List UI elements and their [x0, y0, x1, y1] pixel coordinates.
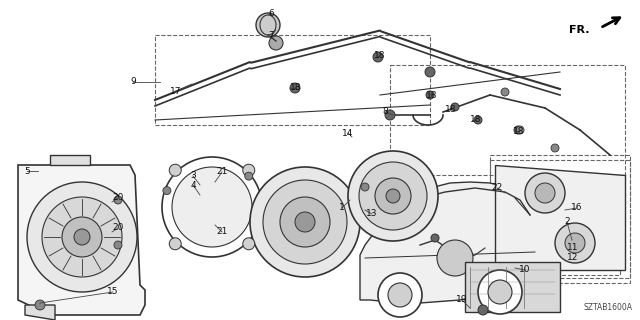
Circle shape: [555, 223, 595, 263]
Bar: [465, 262, 560, 312]
Polygon shape: [25, 305, 55, 320]
Text: 3: 3: [190, 172, 196, 180]
Circle shape: [163, 187, 171, 195]
Text: 17: 17: [170, 86, 182, 95]
Text: 19: 19: [456, 295, 468, 305]
Text: 6: 6: [268, 10, 274, 19]
Text: 20: 20: [112, 223, 124, 233]
Circle shape: [172, 167, 252, 247]
Circle shape: [243, 238, 255, 250]
Polygon shape: [18, 165, 145, 315]
Polygon shape: [50, 155, 90, 165]
Text: FR.: FR.: [570, 25, 590, 35]
Circle shape: [386, 189, 400, 203]
Text: 21: 21: [216, 228, 228, 236]
Circle shape: [348, 151, 438, 241]
Circle shape: [263, 180, 347, 264]
Circle shape: [114, 241, 122, 249]
Circle shape: [431, 234, 439, 242]
Circle shape: [27, 182, 137, 292]
Bar: [390, 65, 625, 175]
Circle shape: [169, 238, 181, 250]
Circle shape: [290, 83, 300, 93]
Circle shape: [565, 233, 585, 253]
Text: 12: 12: [567, 252, 579, 261]
Circle shape: [250, 167, 360, 277]
Circle shape: [373, 52, 383, 62]
Circle shape: [62, 217, 102, 257]
Circle shape: [514, 126, 522, 134]
Circle shape: [478, 270, 522, 314]
Text: 13: 13: [366, 210, 378, 219]
Text: 14: 14: [342, 129, 354, 138]
Polygon shape: [495, 165, 625, 270]
Text: 18: 18: [445, 105, 457, 114]
Text: 4: 4: [190, 180, 196, 189]
Text: 21: 21: [216, 167, 228, 177]
Circle shape: [35, 300, 45, 310]
Circle shape: [42, 197, 122, 277]
Text: 18: 18: [426, 91, 438, 100]
Bar: [490, 155, 630, 283]
Text: 18: 18: [470, 116, 482, 124]
Text: 15: 15: [108, 287, 119, 297]
Circle shape: [516, 126, 524, 134]
Text: 5: 5: [24, 166, 30, 175]
Circle shape: [551, 144, 559, 152]
Text: 7: 7: [268, 31, 274, 41]
Circle shape: [525, 173, 565, 213]
Circle shape: [426, 91, 434, 99]
Polygon shape: [360, 182, 540, 303]
Circle shape: [74, 229, 90, 245]
Circle shape: [244, 172, 253, 180]
Text: 9: 9: [130, 77, 136, 86]
Text: 2: 2: [564, 218, 570, 227]
Circle shape: [280, 197, 330, 247]
Text: 1: 1: [339, 204, 345, 212]
Circle shape: [501, 88, 509, 96]
Circle shape: [375, 178, 411, 214]
Circle shape: [361, 183, 369, 191]
Bar: [540, 215, 620, 275]
Text: 10: 10: [519, 266, 531, 275]
Circle shape: [451, 103, 459, 111]
Text: 18: 18: [513, 126, 525, 135]
Circle shape: [169, 164, 181, 176]
Circle shape: [535, 183, 555, 203]
Circle shape: [488, 280, 512, 304]
Circle shape: [269, 36, 283, 50]
Circle shape: [385, 110, 395, 120]
Text: 22: 22: [492, 183, 502, 193]
Text: 18: 18: [291, 84, 301, 92]
Circle shape: [425, 67, 435, 77]
Circle shape: [437, 240, 473, 276]
Bar: [490, 160, 630, 278]
Circle shape: [359, 162, 427, 230]
Text: SZTAB1600A: SZTAB1600A: [584, 303, 633, 312]
Circle shape: [256, 13, 280, 37]
Circle shape: [478, 305, 488, 315]
Circle shape: [474, 116, 482, 124]
Bar: [155, 35, 430, 125]
Text: 8: 8: [382, 108, 388, 116]
Text: 11: 11: [567, 244, 579, 252]
Circle shape: [114, 196, 122, 204]
Text: 16: 16: [572, 204, 583, 212]
Text: 20: 20: [112, 194, 124, 203]
Text: 18: 18: [374, 52, 386, 60]
Circle shape: [388, 283, 412, 307]
Circle shape: [378, 273, 422, 317]
Circle shape: [295, 212, 315, 232]
Circle shape: [243, 164, 255, 176]
